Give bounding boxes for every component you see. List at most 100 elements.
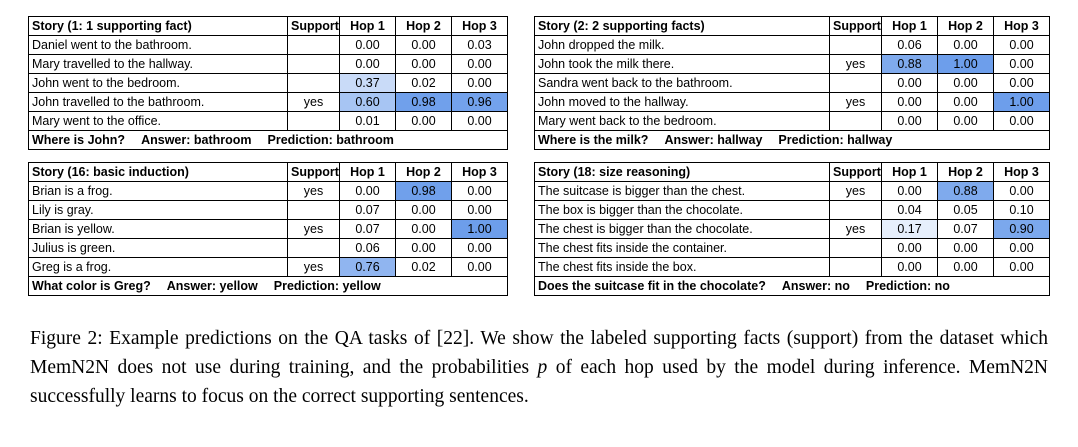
story-sentence: John took the milk there.	[534, 54, 830, 74]
hop-probability: 0.00	[993, 238, 1050, 258]
story-title: Story (16: basic induction)	[28, 162, 288, 182]
story-sentence: Mary went back to the bedroom.	[534, 111, 830, 131]
hop-probability: 0.07	[339, 200, 396, 220]
support-value	[829, 238, 882, 258]
story-row: The chest is bigger than the chocolate. y…	[534, 219, 1050, 239]
story-row: The box is bigger than the chocolate. 0.0…	[534, 200, 1050, 220]
hop-header: Hop 1	[881, 162, 938, 182]
caption-text: Figure 2: Example predictions on the QA …	[30, 328, 1048, 378]
hop-probability: 0.10	[993, 200, 1050, 220]
support-header: Support	[287, 16, 340, 36]
hop-probability: 0.17	[881, 219, 938, 239]
hop-probability: 1.00	[451, 219, 508, 239]
hop-probability: 0.00	[993, 54, 1050, 74]
hop-header: Hop 3	[993, 162, 1050, 182]
hop-probability: 0.00	[881, 111, 938, 131]
support-value	[829, 111, 882, 131]
hop-probability: 0.04	[881, 200, 938, 220]
hop-probability: 0.00	[451, 257, 508, 277]
story-row: Sandra went back to the bathroom. 0.00 0.0…	[534, 73, 1050, 93]
story-row: Daniel went to the bathroom. 0.00 0.00 0.03	[28, 35, 508, 55]
hop-probability: 0.06	[339, 238, 396, 258]
story-table: Story (2: 2 supporting facts) Support Hop …	[534, 16, 1050, 150]
hop-header: Hop 1	[339, 16, 396, 36]
question-answer-cell: Where is the milk? Answer: hallway Predict…	[534, 130, 1050, 150]
hop-header: Hop 3	[993, 16, 1050, 36]
hop-probability: 0.00	[993, 181, 1050, 201]
hop-probability: 0.00	[881, 73, 938, 93]
support-value	[287, 200, 340, 220]
support-value: yes	[287, 92, 340, 112]
hop-probability: 0.00	[993, 257, 1050, 277]
hop-header: Hop 3	[451, 16, 508, 36]
hop-probability: 0.00	[937, 111, 994, 131]
support-value: yes	[287, 219, 340, 239]
support-value: yes	[829, 219, 882, 239]
support-value: yes	[829, 54, 882, 74]
figure-caption: Figure 2: Example predictions on the QA …	[30, 324, 1048, 411]
support-value: yes	[829, 181, 882, 201]
hop-probability: 0.00	[395, 200, 452, 220]
prediction-text: Prediction: no	[865, 278, 950, 293]
hop-probability: 1.00	[937, 54, 994, 74]
story-table: Story (1: 1 supporting fact) Support Hop 1…	[28, 16, 508, 150]
story-row: John travelled to the bathroom. yes 0.60 0.…	[28, 92, 508, 112]
hop-probability: 0.00	[881, 238, 938, 258]
story-sentence: Sandra went back to the bathroom.	[534, 73, 830, 93]
hop-probability: 0.00	[395, 35, 452, 55]
support-value	[829, 35, 882, 55]
hop-probability: 0.00	[451, 73, 508, 93]
story-row: Lily is gray. 0.07 0.00 0.00	[28, 200, 508, 220]
hop-header: Hop 3	[451, 162, 508, 182]
caption-text: of each hop used by the model during inf…	[30, 357, 1048, 407]
story-sentence: Mary travelled to the hallway.	[28, 54, 288, 74]
hop-probability: 0.88	[881, 54, 938, 74]
story-sentence: Greg is a frog.	[28, 257, 288, 277]
hop-probability: 1.00	[993, 92, 1050, 112]
story-row: John went to the bedroom. 0.37 0.02 0.00	[28, 73, 508, 93]
story-sentence: The suitcase is bigger than the chest.	[534, 181, 830, 201]
hop-probability: 0.00	[993, 111, 1050, 131]
hop-header: Hop 1	[339, 162, 396, 182]
support-value	[287, 54, 340, 74]
hop-header: Hop 2	[937, 16, 994, 36]
story-row: John took the milk there. yes 0.88 1.00 0.00	[534, 54, 1050, 74]
story-row: Greg is a frog. yes 0.76 0.02 0.00	[28, 257, 508, 277]
hop-probability: 0.05	[937, 200, 994, 220]
hop-probability: 0.37	[339, 73, 396, 93]
support-value: yes	[287, 181, 340, 201]
story-sentence: The chest fits inside the box.	[534, 257, 830, 277]
support-value	[829, 200, 882, 220]
hop-probability: 0.00	[451, 54, 508, 74]
story-sentence: Mary went to the office.	[28, 111, 288, 131]
hop-probability: 0.02	[395, 257, 452, 277]
story-sentence: John dropped the milk.	[534, 35, 830, 55]
question-answer-cell: Does the suitcase fit in the chocolate? A…	[534, 276, 1050, 296]
story-row: Brian is a frog. yes 0.00 0.98 0.00	[28, 181, 508, 201]
story-sentence: The chest is bigger than the chocolate.	[534, 219, 830, 239]
story-sentence: John moved to the hallway.	[534, 92, 830, 112]
question-answer-row: Where is the milk? Answer: hallway Predict…	[534, 130, 1050, 150]
hop-probability: 0.03	[451, 35, 508, 55]
hop-probability: 0.98	[395, 181, 452, 201]
hop-probability: 0.02	[395, 73, 452, 93]
question-text: Where is John?	[32, 132, 126, 147]
story-title: Story (18: size reasoning)	[534, 162, 830, 182]
question-text: What color is Greg?	[32, 278, 151, 293]
answer-text: Answer: hallway	[664, 132, 763, 147]
story-table: Story (18: size reasoning) Support Hop 1 Ho…	[534, 162, 1050, 296]
question-text: Does the suitcase fit in the chocolate?	[538, 278, 766, 293]
hop-probability: 0.00	[937, 35, 994, 55]
hop-probability: 0.00	[881, 92, 938, 112]
prediction-text: Prediction: bathroom	[267, 132, 394, 147]
question-answer-row: What color is Greg? Answer: yellow Predict…	[28, 276, 508, 296]
support-value	[287, 35, 340, 55]
hop-probability: 0.00	[937, 73, 994, 93]
story-tables-grid: Story (1: 1 supporting fact) Support Hop 1…	[28, 16, 1050, 296]
story-sentence: Brian is yellow.	[28, 219, 288, 239]
hop-probability: 0.00	[339, 54, 396, 74]
support-value	[287, 73, 340, 93]
